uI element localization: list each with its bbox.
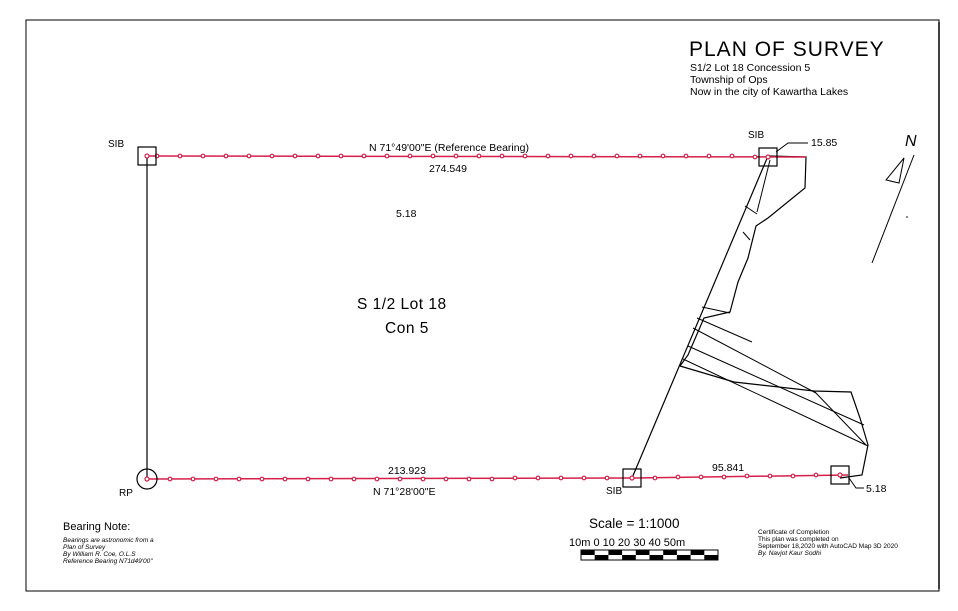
label-rp: RP — [119, 488, 133, 499]
leader-top-right — [775, 142, 808, 153]
monument-rp — [136, 468, 158, 490]
parcel-label-line-2: Con 5 — [385, 320, 429, 337]
monument-sib-bottom-mid — [622, 468, 642, 488]
certificate-line-1: This plan was completed on — [758, 536, 839, 543]
top-bearing: N 71°49'00"E (Reference Bearing) — [369, 142, 529, 154]
title-line-3: Now in the city of Kawartha Lakes — [690, 86, 848, 98]
certificate-line-2: September 18,2020 with AutoCAD Map 3D 20… — [758, 543, 898, 550]
label-sib-top-left: SIB — [108, 139, 124, 150]
bottom-bearing: N 71°28'00"E — [373, 486, 435, 498]
certificate-heading: Certificate of Completion — [758, 529, 830, 536]
certificate-line-3: By. Navjot Kaur Sodhi — [758, 550, 822, 557]
north-label: N — [905, 133, 917, 150]
shoreline-features — [631, 155, 869, 479]
scale-bar: Scale = 1:1000 10m 0 10 20 30 40 50m — [569, 516, 719, 561]
plan-title: PLAN OF SURVEY — [689, 38, 885, 61]
monument-sib-top-left — [137, 146, 157, 166]
bearing-note-line-3: By William R. Coe, O.L.S — [63, 551, 136, 558]
leader-bottom-right — [848, 477, 864, 489]
bearing-note-line-2: Plan of Survey — [63, 544, 106, 551]
label-sib-bottom-mid: SIB — [606, 486, 622, 497]
bearing-note-heading: Bearing Note: — [63, 521, 130, 533]
title-line-2: Township of Ops — [690, 74, 768, 86]
label-sib-top-right: SIB — [748, 130, 764, 141]
south-boundary — [146, 472, 849, 482]
certificate-block: Certificate of Completion This plan was … — [758, 529, 898, 557]
bottom-distance-right: 95.841 — [712, 462, 744, 474]
bearing-note-line-4: Reference Bearing N71d49'00" — [63, 558, 153, 565]
bottom-distance-left: 213.923 — [388, 465, 426, 477]
scale-label: Scale = 1:1000 — [589, 516, 679, 531]
north-boundary — [146, 153, 807, 160]
parcel-label-line-1: S 1/2 Lot 18 — [357, 296, 447, 313]
monument-bottom-right — [830, 465, 850, 485]
scale-ticks: 10m 0 10 20 30 40 50m — [569, 537, 685, 549]
bottom-right-offset: 5.18 — [866, 483, 887, 495]
bearing-note-line-1: Bearings are astronomic from a — [63, 537, 154, 544]
sheet-frame — [25, 19, 940, 592]
title-line-1: S1/2 Lot 18 Concession 5 — [690, 62, 810, 74]
north-arrow: N — [871, 133, 917, 264]
interior-value: 5.18 — [396, 208, 417, 220]
top-right-offset: 15.85 — [811, 137, 837, 149]
bearing-note: Bearing Note: Bearings are astronomic fr… — [63, 521, 154, 565]
monument-sib-top-right — [758, 147, 778, 167]
top-distance: 274.549 — [429, 163, 467, 175]
